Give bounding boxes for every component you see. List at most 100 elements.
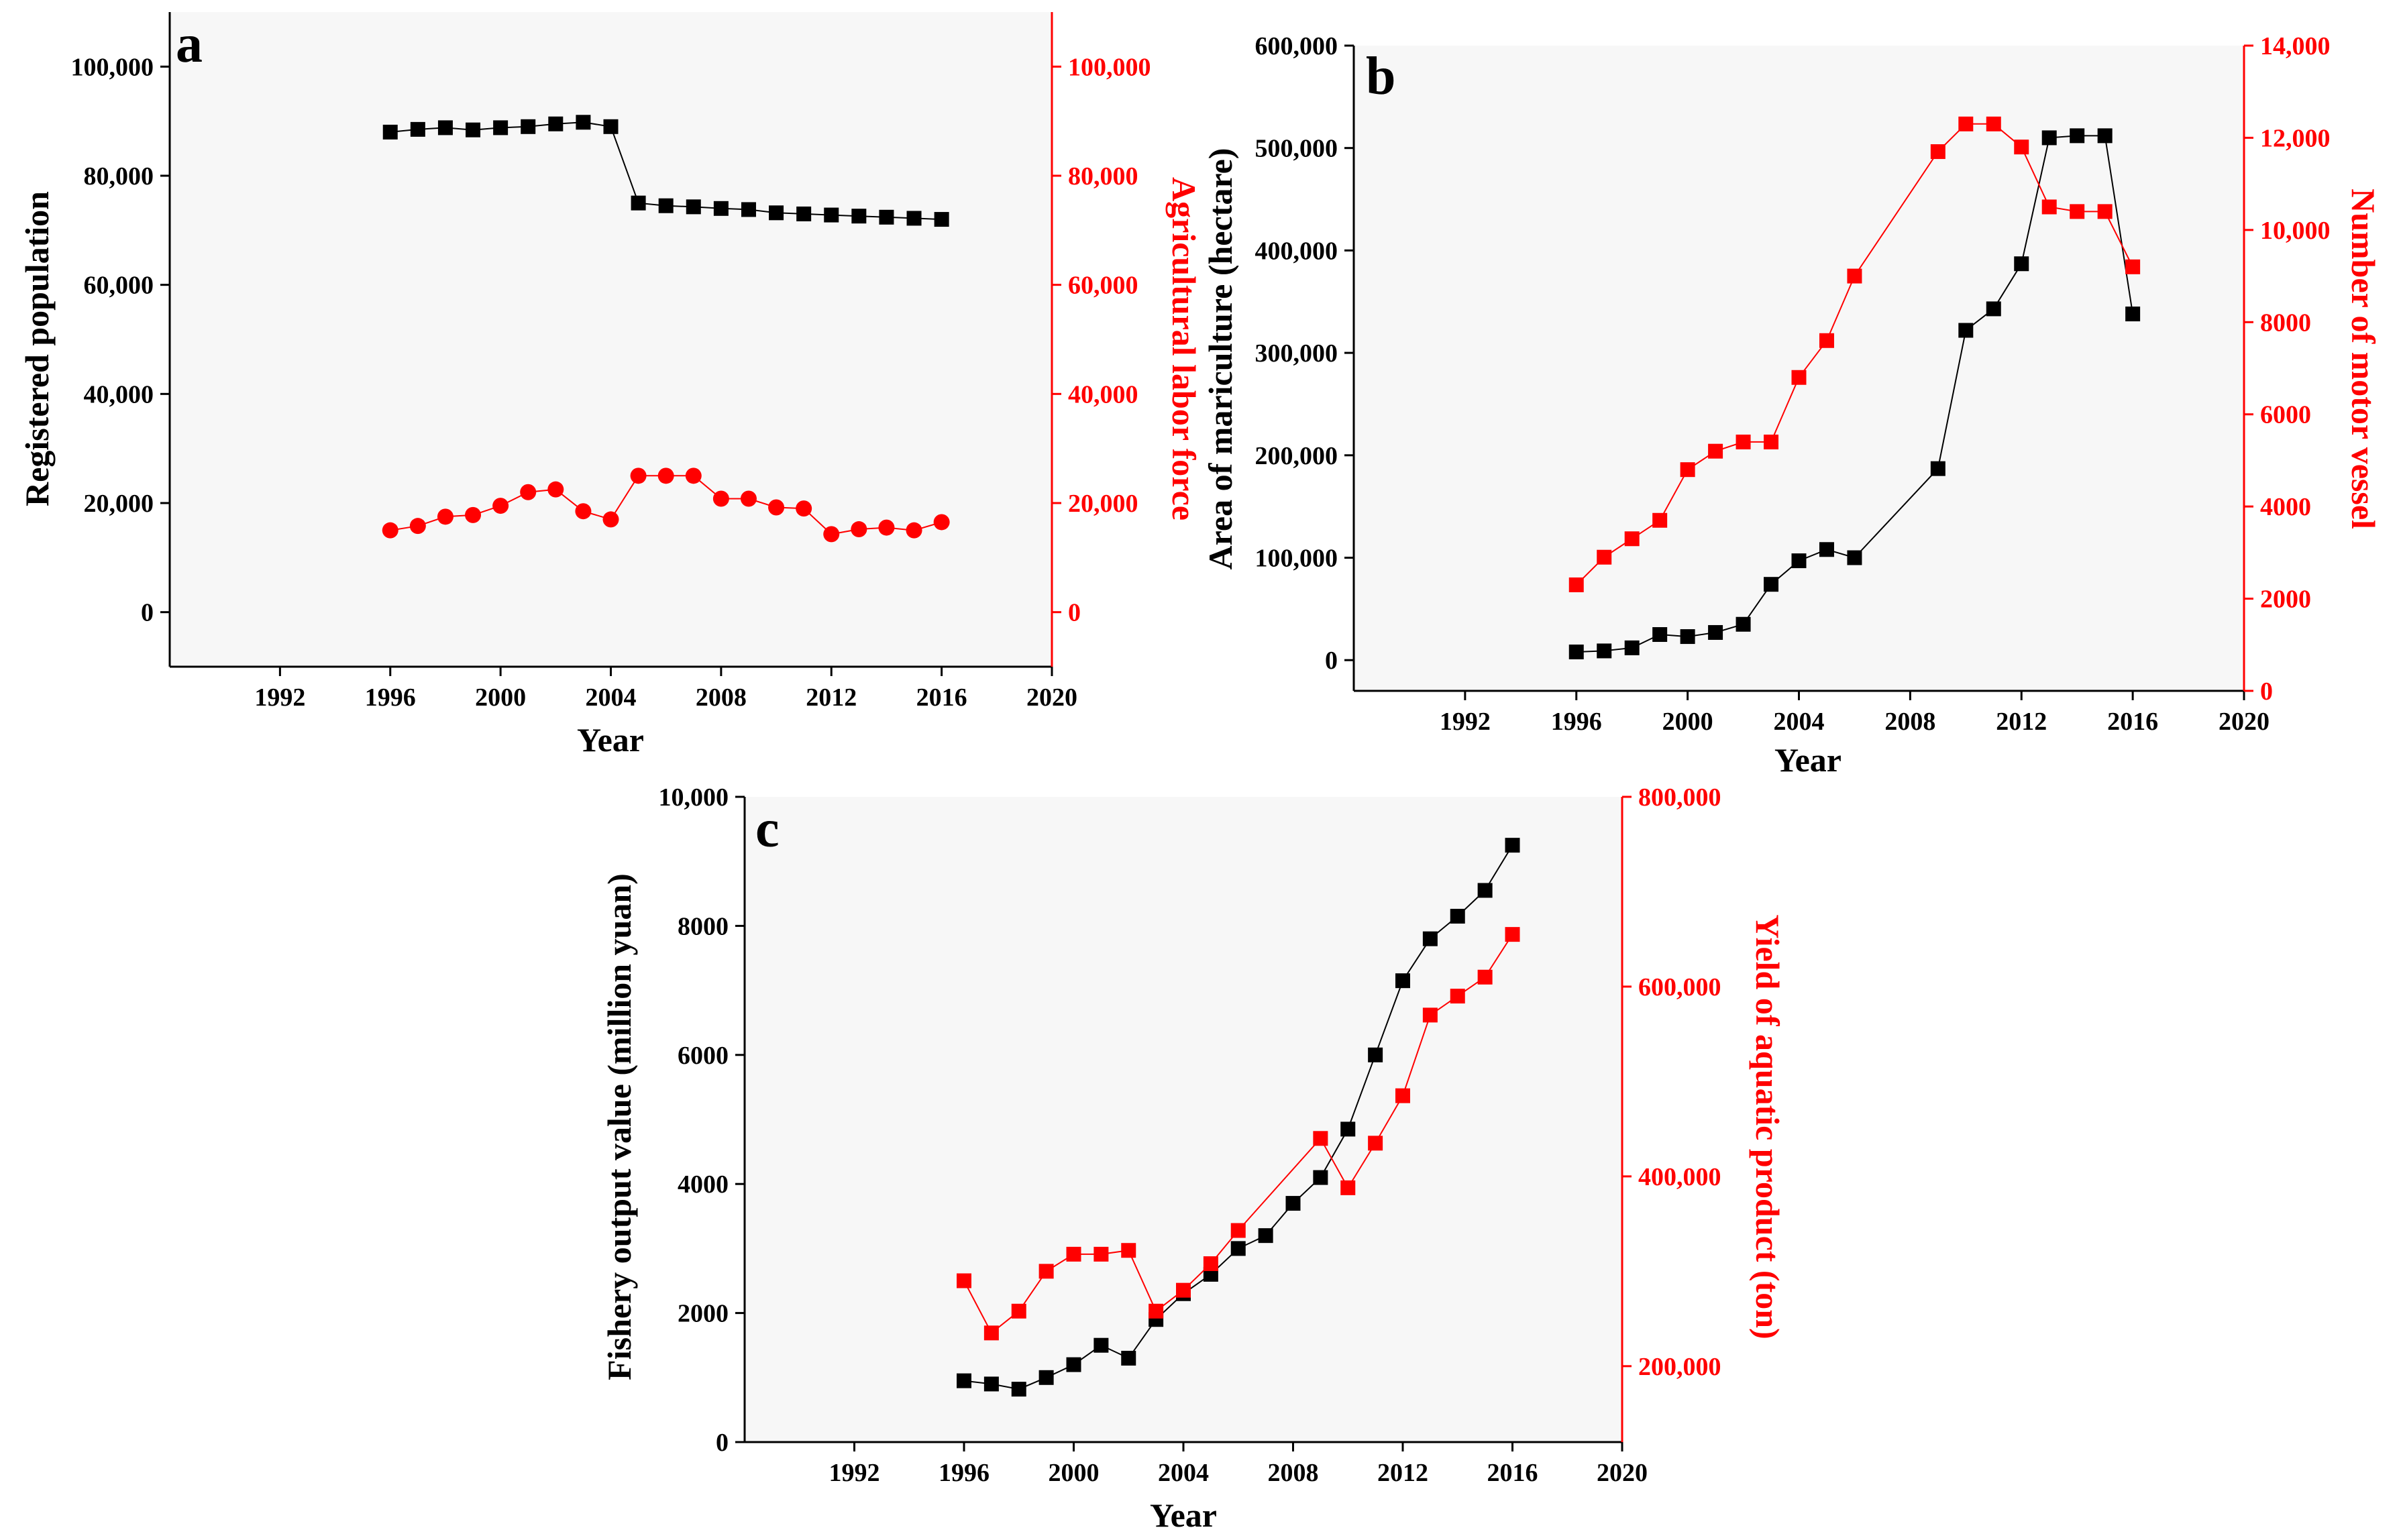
panel-b-series-0-point (2014, 256, 2029, 272)
panel-b-right-tick-label: 0 (2260, 677, 2273, 706)
panel-a-series-0-point (741, 202, 756, 217)
panel-a-chart: 1992 1996 2000 2004 2008 2012 2016 2020 0 20,000 4… (71, 12, 1151, 712)
panel-a-x-tick-label: 2016 (916, 683, 967, 712)
panel-c-series-0-point (1121, 1350, 1136, 1366)
panel-a-series-1-point (796, 500, 812, 517)
panel-a-series-0-point (410, 121, 425, 137)
panel-b-right-tick-label: 2000 (2260, 586, 2311, 614)
panel-a-series-0-point (769, 205, 784, 221)
panel-b-series-0-point (1680, 629, 1695, 645)
panel-c-series-0-point (983, 1376, 999, 1392)
panel-a-left-axis-label: Registered population (18, 191, 56, 506)
panel-b-x-axis-label: Year (1774, 741, 1842, 779)
panel-a-right-tick-label: 60,000 (1068, 272, 1138, 300)
panel-c-series-0-point (1066, 1357, 1081, 1372)
panel-a-right-axis-label: Agricultural labor force (1165, 177, 1203, 520)
panel-a-series-1-point (851, 521, 867, 538)
panel-c-chart: 1992 1996 2000 2004 2008 2012 2016 2020 0 2000 400… (659, 783, 1721, 1487)
panel-a-right-tick-label: 20,000 (1068, 490, 1138, 518)
panel-b-series-1-point (1986, 116, 2001, 131)
panel-c-series-1-point (957, 1273, 971, 1288)
panel-a-series-1-point (547, 481, 564, 498)
panel-b-series-0-point (2097, 128, 2113, 144)
panel-c-series-0-point (1368, 1047, 1383, 1062)
panel-b-series-1-point (1652, 512, 1668, 528)
panel-a-left-tick-label: 0 (141, 599, 154, 627)
panel-a-series-1-point (906, 522, 922, 539)
panel-a-x-tick-label: 2000 (475, 683, 526, 712)
panel-c-series-0-point (1285, 1196, 1301, 1211)
panel-b-series-0-point (1930, 461, 1945, 476)
panel-c-series-1-point (1477, 969, 1493, 985)
panel-b-series-1-point (1764, 434, 1779, 449)
panel-b-series-1-point (2097, 204, 2113, 219)
panel-b-plot-area (1354, 46, 2244, 691)
panel-a-series-1-point (823, 526, 840, 543)
panel-c-right-tick-label: 800,000 (1638, 783, 1721, 812)
panel-c-series-0-point (1477, 883, 1493, 898)
panel-a-x-axis-label: Year (577, 721, 644, 759)
panel-b-left-tick-label: 100,000 (1255, 544, 1338, 572)
panel-a-series-0-point (824, 207, 839, 223)
panel-b-right-tick-label: 4000 (2260, 493, 2311, 521)
panel-c-x-tick-label: 2012 (1377, 1459, 1428, 1487)
panel-a-series-1-point (657, 468, 674, 484)
panel-a-series-0-point (603, 119, 619, 134)
panel-a-x-tick-label: 2004 (586, 683, 637, 712)
panel-a-series-1-point (520, 484, 537, 500)
panel-c-x-tick-label: 2016 (1487, 1459, 1538, 1487)
panel-b-x-tick-label: 2004 (1774, 708, 1825, 736)
panel-a-series-1-point (878, 519, 895, 536)
panel-a-series-1-point (437, 508, 453, 525)
panel-c-series-1-point (1066, 1246, 1081, 1262)
panel-c-left-tick-label: 4000 (678, 1170, 729, 1199)
panel-b-chart: 1992 1996 2000 2004 2008 2012 2016 20200100,000… (1255, 32, 2331, 736)
panel-b-x-tick-label: 2020 (2219, 708, 2270, 736)
panel-a-series-0-point (493, 120, 509, 135)
panel-b-series-1-point (1958, 116, 1974, 131)
panel-c-series-1-point (1149, 1303, 1164, 1319)
panel-c-left-tick-label: 0 (716, 1429, 729, 1457)
panel-b-series-1-point (1736, 434, 1751, 449)
panel-b-series-1-point (2070, 204, 2085, 219)
panel-c-series-1-point (1340, 1180, 1356, 1195)
panel-a-series-1-point (602, 511, 619, 528)
panel-b-series-0-point (1652, 627, 1668, 643)
panel-c-right-tick-label: 200,000 (1638, 1353, 1721, 1381)
panel-a-left-tick-label: 20,000 (84, 490, 154, 518)
panel-b-series-0-point (1736, 616, 1751, 632)
panel-c-series-0-point (1038, 1370, 1054, 1385)
panel-c-right-tick-label: 600,000 (1638, 973, 1721, 1001)
panel-b-x-tick-label: 1996 (1551, 708, 1602, 736)
panel-b-right-axis-label: Number of motor vessel (2345, 188, 2382, 529)
panel-c-series-1-point (1011, 1303, 1026, 1319)
panel-b-right-tick-label: 12,000 (2260, 124, 2331, 152)
panel-c-x-axis-label: Year (1150, 1496, 1217, 1534)
panel-b-series-0-point (1819, 542, 1834, 557)
panel-b-right-tick-label: 6000 (2260, 401, 2311, 429)
panel-a-x-tick-label: 1996 (365, 683, 416, 712)
panel-c-x-tick-label: 1992 (829, 1459, 880, 1487)
panel-a: a Year Registered population Agricultura… (18, 12, 1203, 759)
panel-a-left-tick-label: 100,000 (71, 53, 154, 81)
panel-b-series-1-point (1847, 268, 1862, 284)
panel-c-series-1-point (1505, 927, 1520, 942)
panel-b-series-0-point (1708, 624, 1723, 640)
panel-b-series-0-point (1568, 644, 1584, 659)
panel-c-series-0-point (957, 1373, 971, 1388)
panel-a-series-0-point (437, 120, 453, 135)
panel-c-x-tick-label: 2008 (1268, 1459, 1319, 1487)
panel-c-series-0-point (1230, 1241, 1246, 1256)
panel-a-letter: a (176, 15, 203, 74)
panel-b-series-1-point (1624, 531, 1640, 547)
panel-b-series-0-point (1597, 643, 1612, 659)
panel-b-series-0-point (1847, 550, 1862, 565)
panel-c-series-1-point (1395, 1088, 1410, 1103)
panel-a-series-0-point (382, 124, 398, 140)
panel-b: b Year Area of mariculture (hectare) Num… (1202, 32, 2382, 779)
panel-c-series-1-point (1203, 1256, 1218, 1272)
panel-a-series-1-point (409, 518, 426, 535)
panel-c-series-1-point (1230, 1223, 1246, 1238)
panel-a-series-0-point (879, 209, 894, 225)
panel-c-left-tick-label: 2000 (678, 1300, 729, 1328)
